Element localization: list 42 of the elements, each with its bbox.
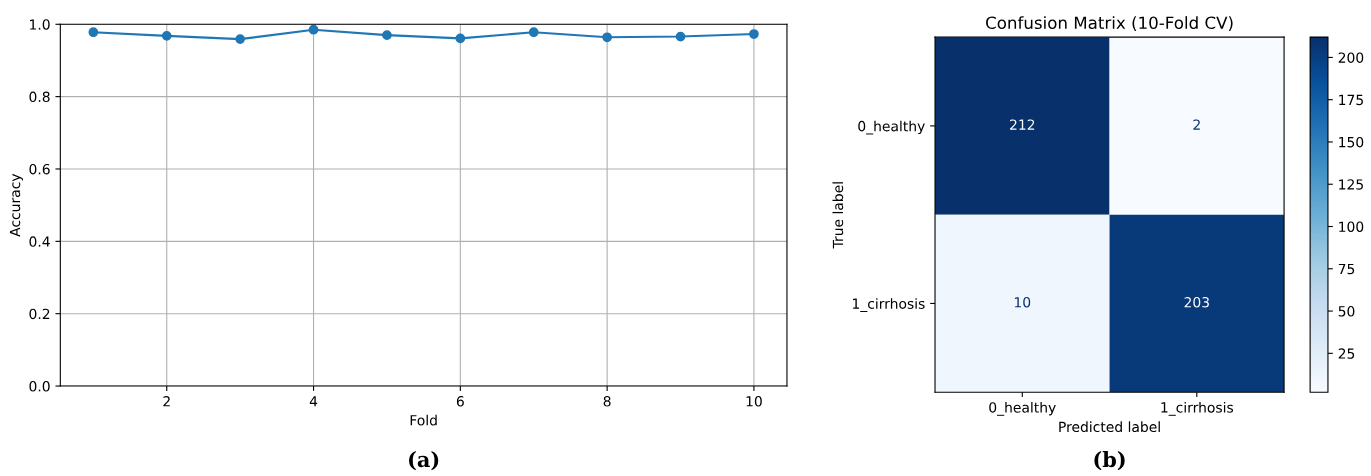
y-tick-label: 0.4 — [29, 236, 50, 247]
y-axis-title: Accuracy — [9, 173, 23, 237]
point — [749, 29, 759, 39]
x-axis-title: Fold — [410, 414, 437, 426]
data-label: 212 — [1010, 119, 1035, 130]
point — [235, 34, 246, 44]
data-label: 2 — [1193, 119, 1200, 130]
color-bar-label: 75 — [1338, 263, 1355, 275]
x-tick-label: 6 — [456, 396, 464, 407]
x-tick-label: 2 — [163, 396, 170, 407]
text: (b) — [1094, 451, 1125, 471]
point — [528, 27, 539, 38]
chart-title: Confusion Matrix (10-Fold CV) — [986, 16, 1233, 31]
y-tick-label: 0.2 — [29, 308, 50, 320]
color-bar-label: 150 — [1339, 136, 1364, 148]
y-tick-label: 0.6 — [29, 163, 50, 175]
x-axis-title: Predicted label — [1059, 421, 1160, 433]
color-bar-label: 25 — [1338, 348, 1355, 359]
x-tick-label: 10 — [746, 396, 762, 407]
x-tick-label: 1_cirrhosis — [1161, 401, 1234, 416]
data-label: 203 — [1184, 296, 1209, 308]
point — [455, 33, 466, 44]
point — [382, 30, 392, 40]
y-tick-label: 1.0 — [30, 19, 50, 30]
data-label: 10 — [1014, 296, 1031, 308]
color-bar-label: 175 — [1339, 94, 1363, 106]
point — [602, 32, 612, 43]
x-tick-label: 4 — [309, 396, 318, 407]
text: (a) — [409, 451, 439, 471]
color-bar-label: 200 — [1338, 52, 1364, 63]
color-bar-label: 100 — [1339, 221, 1364, 232]
color-bar-label: 125 — [1339, 179, 1363, 190]
point — [675, 31, 686, 42]
point — [308, 24, 319, 35]
point — [88, 27, 99, 38]
y-tick-label: 0.8 — [29, 91, 50, 103]
x-tick-label: 0_healthy — [989, 401, 1056, 416]
y-tick-label: 0.0 — [29, 381, 50, 392]
x-tick-label: 8 — [603, 396, 611, 407]
y-axis-title: True label — [832, 182, 844, 249]
point — [161, 30, 172, 41]
color-bar-label: 50 — [1338, 306, 1355, 317]
